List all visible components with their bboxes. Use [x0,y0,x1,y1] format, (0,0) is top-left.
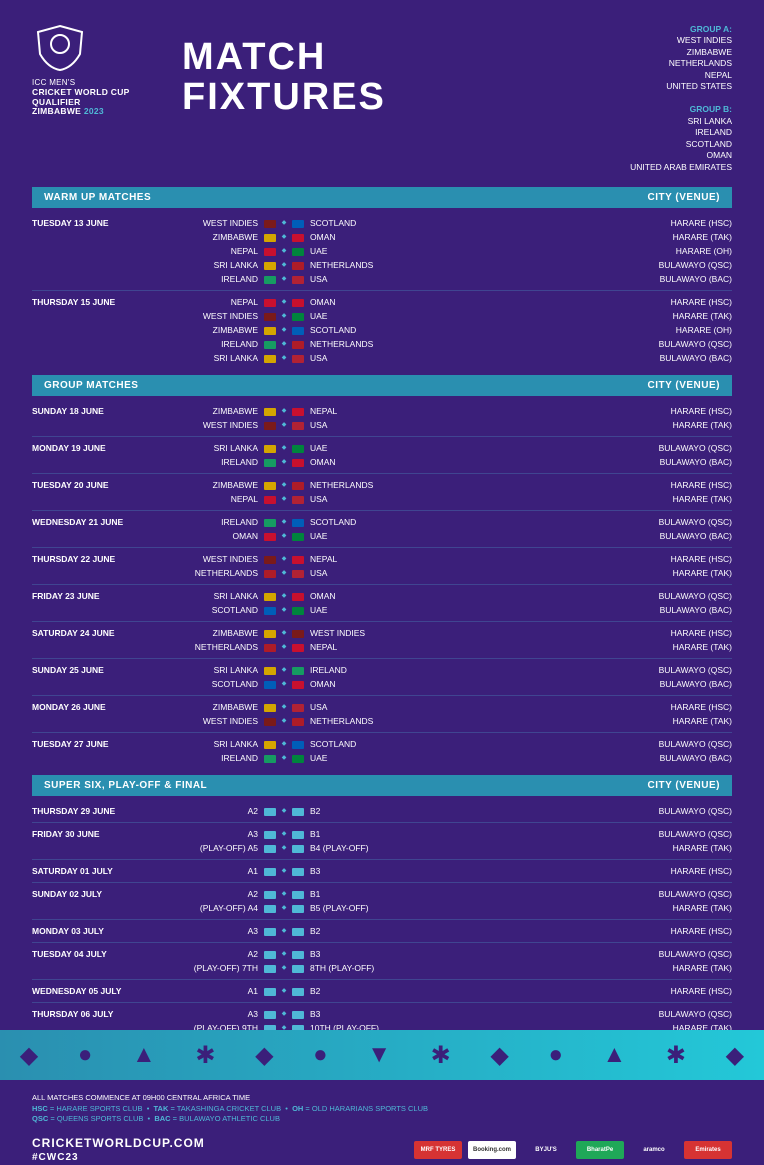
website: CRICKETWORLDCUP.COM [32,1135,205,1152]
match-row: TUESDAY 13 JUNEWEST INDIESSCOTLANDHARARE… [32,216,732,230]
match-row: (PLAY-OFF) A5B4 (PLAY-OFF)HARARE (TAK) [32,841,732,855]
match-row: FRIDAY 30 JUNEA3B1BULAWAYO (QSC) [32,827,732,841]
match-row: WEST INDIESNETHERLANDSHARARE (TAK) [32,714,732,728]
match-row: TUESDAY 04 JULYA2B3BULAWAYO (QSC) [32,947,732,961]
page-title: MATCH FIXTURES [182,24,610,173]
sponsor-logo: BharatPe [576,1141,624,1159]
match-row: TUESDAY 20 JUNEZIMBABWENETHERLANDSHARARE… [32,478,732,492]
groups-list: GROUP A:WEST INDIESZIMBABWENETHERLANDSNE… [630,24,732,173]
match-row: SCOTLANDUAEBULAWAYO (BAC) [32,603,732,617]
match-row: MONDAY 19 JUNESRI LANKAUAEBULAWAYO (QSC) [32,441,732,455]
match-row: NETHERLANDSUSAHARARE (TAK) [32,566,732,580]
match-row: ZIMBABWESCOTLANDHARARE (OH) [32,323,732,337]
logo-line1: ICC MEN'S [32,78,75,87]
match-row: WEST INDIESUSAHARARE (TAK) [32,418,732,432]
match-row: IRELANDOMANBULAWAYO (BAC) [32,455,732,469]
shield-icon [32,24,88,72]
match-row: SRI LANKANETHERLANDSBULAWAYO (QSC) [32,258,732,272]
title-line1: MATCH [182,38,610,78]
header: ICC MEN'S CRICKET WORLD CUP QUALIFIER ZI… [0,0,764,181]
match-row: MONDAY 03 JULYA3B2HARARE (HSC) [32,924,732,938]
match-row: THURSDAY 29 JUNEA2B2BULAWAYO (QSC) [32,804,732,818]
match-row: IRELANDNETHERLANDSBULAWAYO (QSC) [32,337,732,351]
section-bar: GROUP MATCHESCITY (VENUE) [32,375,732,396]
match-row: NEPALUSAHARARE (TAK) [32,492,732,506]
match-row: ZIMBABWEOMANHARARE (TAK) [32,230,732,244]
match-row: THURSDAY 06 JULYA3B3BULAWAYO (QSC) [32,1007,732,1021]
match-row: IRELANDUSABULAWAYO (BAC) [32,272,732,286]
sponsor-logo: aramco [630,1141,678,1159]
match-row: SUNDAY 25 JUNESRI LANKAIRELANDBULAWAYO (… [32,663,732,677]
match-row: SRI LANKAUSABULAWAYO (BAC) [32,351,732,365]
match-row: THURSDAY 22 JUNEWEST INDIESNEPALHARARE (… [32,552,732,566]
logo-year: 2023 [84,106,104,116]
logo-line4: ZIMBABWE [32,106,81,116]
hashtag: #CWC23 [32,1151,205,1165]
match-row: IRELANDUAEBULAWAYO (BAC) [32,751,732,765]
title-line2: FIXTURES [182,78,610,118]
match-row: SATURDAY 01 JULYA1B3HARARE (HSC) [32,864,732,878]
bottom-pattern: ◆●▲✱◆●▼✱◆●▲✱◆ [0,1030,764,1080]
match-row: NETHERLANDSNEPALHARARE (TAK) [32,640,732,654]
match-row: SUNDAY 02 JULYA2B1BULAWAYO (QSC) [32,887,732,901]
match-row: NEPALUAEHARARE (OH) [32,244,732,258]
footer-note: ALL MATCHES COMMENCE AT 09H00 CENTRAL AF… [32,1093,732,1104]
match-row: (PLAY-OFF) A4B5 (PLAY-OFF)HARARE (TAK) [32,901,732,915]
match-row: SUNDAY 18 JUNEZIMBABWENEPALHARARE (HSC) [32,404,732,418]
sponsor-logo: MRF TYRES [414,1141,462,1159]
match-row: THURSDAY 15 JUNENEPALOMANHARARE (HSC) [32,295,732,309]
sponsor-logos: MRF TYRES Booking.com BYJU'S BharatPe aramco… [414,1141,732,1159]
section-bar: WARM UP MATCHESCITY (VENUE) [32,187,732,208]
footer: ALL MATCHES COMMENCE AT 09H00 CENTRAL AF… [32,1093,732,1165]
match-row: TUESDAY 27 JUNESRI LANKASCOTLANDBULAWAYO… [32,737,732,751]
sponsor-logo: Emirates [684,1141,732,1159]
match-row: OMANUAEBULAWAYO (BAC) [32,529,732,543]
match-row: WEST INDIESUAEHARARE (TAK) [32,309,732,323]
section-bar: SUPER SIX, PLAY-OFF & FINALCITY (VENUE) [32,775,732,796]
sponsor-logo: Booking.com [468,1141,516,1159]
match-row: FRIDAY 23 JUNESRI LANKAOMANBULAWAYO (QSC… [32,589,732,603]
match-row: MONDAY 26 JUNEZIMBABWEUSAHARARE (HSC) [32,700,732,714]
match-row: SCOTLANDOMANBULAWAYO (BAC) [32,677,732,691]
sponsor-logo: BYJU'S [522,1141,570,1159]
venue-keys: HSC = HARARE SPORTS CLUB • TAK = TAKASHI… [32,1104,732,1125]
match-row: (PLAY-OFF) 7TH8TH (PLAY-OFF)HARARE (TAK) [32,961,732,975]
match-row: WEDNESDAY 05 JULYA1B2HARARE (HSC) [32,984,732,998]
match-row: SATURDAY 24 JUNEZIMBABWEWEST INDIESHARAR… [32,626,732,640]
event-logo: ICC MEN'S CRICKET WORLD CUP QUALIFIER ZI… [32,24,162,173]
match-row: WEDNESDAY 21 JUNEIRELANDSCOTLANDBULAWAYO… [32,515,732,529]
